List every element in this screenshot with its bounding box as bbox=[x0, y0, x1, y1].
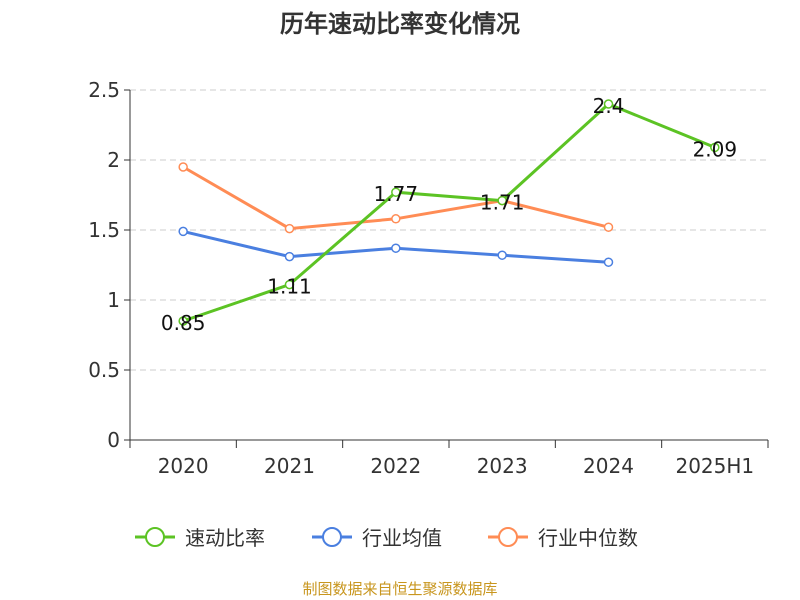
x-tick-label: 2024 bbox=[583, 454, 634, 478]
x-tick-label: 2023 bbox=[477, 454, 528, 478]
legend-label: 速动比率 bbox=[185, 526, 265, 550]
data-point bbox=[178, 316, 188, 326]
source-note: 制图数据来自恒生聚源数据库 bbox=[302, 580, 497, 598]
y-tick-label: 0 bbox=[107, 428, 120, 452]
data-point bbox=[284, 251, 295, 262]
data-label: 2.4 bbox=[593, 94, 625, 118]
series-line-0 bbox=[182, 102, 716, 323]
data-point bbox=[497, 195, 507, 206]
data-point bbox=[391, 243, 401, 253]
data-point bbox=[391, 214, 401, 224]
y-tick-label: 1.5 bbox=[88, 218, 120, 242]
legend-item-1[interactable]: 行业均值 bbox=[312, 526, 442, 550]
data-point bbox=[603, 222, 614, 232]
data-point bbox=[391, 187, 401, 197]
data-label: 1.71 bbox=[480, 191, 525, 215]
legend-item-0[interactable]: 速动比率 bbox=[135, 526, 265, 550]
data-point bbox=[603, 99, 614, 109]
data-point bbox=[284, 279, 295, 290]
y-tick-label: 2 bbox=[107, 148, 120, 172]
data-label: 0.85 bbox=[161, 311, 206, 335]
data-label: 1.77 bbox=[374, 182, 419, 206]
y-tick-label: 0.5 bbox=[88, 358, 120, 382]
data-label: 1.11 bbox=[267, 275, 312, 299]
legend-marker bbox=[145, 527, 165, 547]
x-tick-label: 2022 bbox=[370, 454, 421, 478]
data-point bbox=[178, 162, 188, 172]
legend-marker bbox=[322, 527, 342, 547]
x-tick-label: 2021 bbox=[264, 454, 315, 478]
data-point bbox=[178, 226, 188, 237]
data-point bbox=[497, 250, 507, 260]
y-tick-label: 1 bbox=[107, 288, 120, 312]
legend-label: 行业均值 bbox=[362, 526, 442, 550]
legend-label: 行业中位数 bbox=[538, 526, 638, 550]
legend-item-2[interactable]: 行业中位数 bbox=[488, 526, 638, 550]
data-point bbox=[710, 142, 720, 153]
x-tick-label: 2020 bbox=[158, 454, 209, 478]
chart-title: 历年速动比率变化情况 bbox=[280, 10, 520, 38]
x-tick-label: 2025H1 bbox=[675, 454, 754, 478]
legend-marker bbox=[498, 527, 518, 547]
data-label: 2.09 bbox=[693, 137, 738, 161]
y-tick-label: 2.5 bbox=[88, 78, 120, 102]
data-point bbox=[603, 257, 614, 267]
data-point bbox=[284, 223, 295, 234]
